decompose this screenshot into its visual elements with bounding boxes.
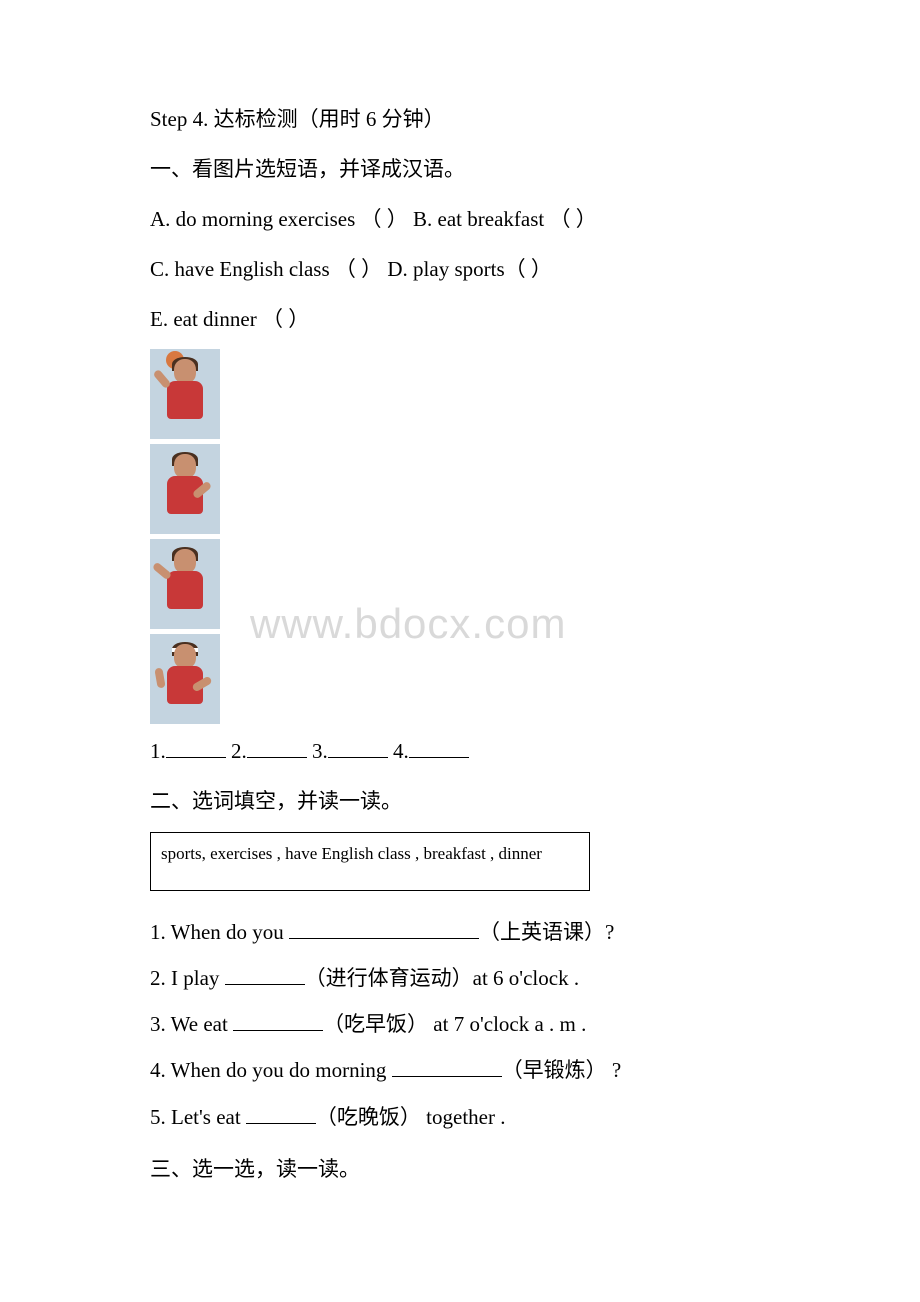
figure-image-running	[150, 634, 220, 724]
figure-image-raising-hand	[150, 539, 220, 629]
q4-blank[interactable]	[392, 1076, 502, 1077]
image-grid	[150, 349, 770, 724]
q3-blank[interactable]	[233, 1030, 323, 1031]
option-line-cd: C. have English class （ ） D. play sports…	[150, 250, 770, 290]
step-title: Step 4. 达标检测（用时 6 分钟）	[150, 100, 770, 140]
num-3: 3.	[312, 739, 328, 763]
num-2: 2.	[231, 739, 247, 763]
section3-title: 三、选一选，读一读。	[150, 1150, 770, 1190]
figure-image-eating	[150, 444, 220, 534]
option-line-e: E. eat dinner （ ）	[150, 300, 770, 340]
q5-blank[interactable]	[246, 1123, 316, 1124]
q3-post: （吃早饭） at 7 o'clock a . m .	[323, 1012, 586, 1036]
blank-2[interactable]	[247, 757, 307, 758]
blank-4[interactable]	[409, 757, 469, 758]
q2-blank[interactable]	[225, 984, 305, 985]
word-box: sports, exercises , have English class ,…	[150, 832, 590, 891]
question-1: 1. When do you （上英语课）?	[150, 909, 770, 955]
numbered-blanks-line: 1. 2. 3. 4.	[150, 732, 770, 772]
document-content: Step 4. 达标检测（用时 6 分钟） 一、看图片选短语，并译成汉语。 A.…	[150, 100, 770, 1190]
q2-post: （进行体育运动）at 6 o'clock .	[305, 966, 579, 990]
figure-image-basketball	[150, 349, 220, 439]
q1-blank[interactable]	[289, 938, 479, 939]
q5-post: （吃晚饭） together .	[316, 1105, 506, 1129]
section2-title: 二、选词填空，并读一读。	[150, 782, 770, 822]
q2-pre: 2. I play	[150, 966, 225, 990]
question-4: 4. When do you do morning （早锻炼） ?	[150, 1047, 770, 1093]
q5-pre: 5. Let's eat	[150, 1105, 246, 1129]
blank-3[interactable]	[328, 757, 388, 758]
question-3: 3. We eat （吃早饭） at 7 o'clock a . m .	[150, 1001, 770, 1047]
section1-title: 一、看图片选短语，并译成汉语。	[150, 150, 770, 190]
q1-post: （上英语课）?	[479, 920, 614, 944]
q4-pre: 4. When do you do morning	[150, 1058, 392, 1082]
num-1: 1.	[150, 739, 166, 763]
option-line-ab: A. do morning exercises （ ） B. eat break…	[150, 200, 770, 240]
num-4: 4.	[393, 739, 409, 763]
q3-pre: 3. We eat	[150, 1012, 233, 1036]
q4-post: （早锻炼） ?	[502, 1058, 622, 1082]
q1-pre: 1. When do you	[150, 920, 289, 944]
blank-1[interactable]	[166, 757, 226, 758]
question-2: 2. I play （进行体育运动）at 6 o'clock .	[150, 955, 770, 1001]
question-5: 5. Let's eat （吃晚饭） together .	[150, 1094, 770, 1140]
